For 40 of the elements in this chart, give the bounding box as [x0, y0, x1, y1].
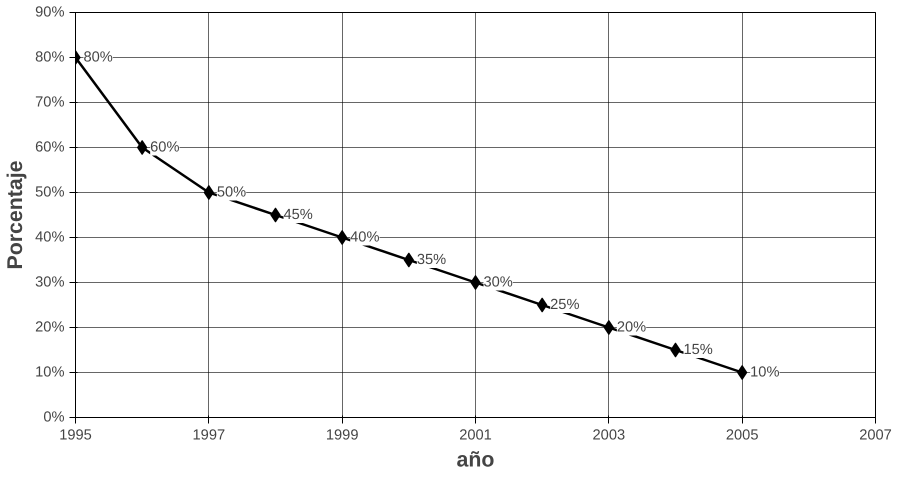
x-tick-label: 2001: [459, 428, 492, 444]
point: [604, 320, 614, 335]
data-label: 20%: [616, 320, 646, 336]
x-tick-label: 1999: [326, 428, 358, 444]
point: [337, 230, 348, 245]
x-tick-label: 2007: [859, 428, 892, 444]
data-label: 25%: [550, 297, 580, 313]
y-tick-label: 10%: [35, 364, 65, 380]
x-tick-label: 2005: [726, 428, 758, 444]
y-tick-label: 0%: [43, 410, 65, 426]
data-label: 30%: [484, 274, 513, 290]
y-tick-label: 50%: [35, 184, 65, 200]
y-tick-label: 70%: [35, 94, 65, 110]
data-label: 10%: [750, 364, 780, 380]
data-label: 50%: [216, 184, 246, 200]
data-label: 15%: [684, 342, 713, 358]
y-tick-label: 90%: [35, 4, 65, 20]
point: [137, 140, 148, 155]
point: [537, 298, 548, 312]
y-tick-label: 40%: [35, 230, 65, 246]
x-tick-label: 1995: [59, 428, 92, 444]
data-label: 60%: [150, 140, 180, 156]
y-tick-label: 30%: [35, 274, 65, 290]
y-tick-label: 80%: [35, 50, 65, 66]
point: [404, 252, 414, 268]
y-tick-label: 60%: [35, 140, 65, 156]
data-label: 35%: [416, 252, 446, 268]
x-axis-title: año: [456, 448, 494, 472]
point: [204, 185, 214, 200]
x-tick-label: 2003: [592, 428, 626, 444]
data-label: 40%: [350, 230, 380, 246]
x-tick-label: 1997: [192, 428, 226, 444]
point: [470, 275, 481, 290]
point: [670, 342, 681, 358]
point: [270, 208, 281, 222]
data-label: 45%: [284, 207, 313, 223]
point: [737, 365, 748, 380]
y-axis-title: Porcentaje: [3, 160, 28, 270]
y-tick-label: 20%: [35, 320, 65, 336]
data-label: 80%: [84, 50, 113, 66]
